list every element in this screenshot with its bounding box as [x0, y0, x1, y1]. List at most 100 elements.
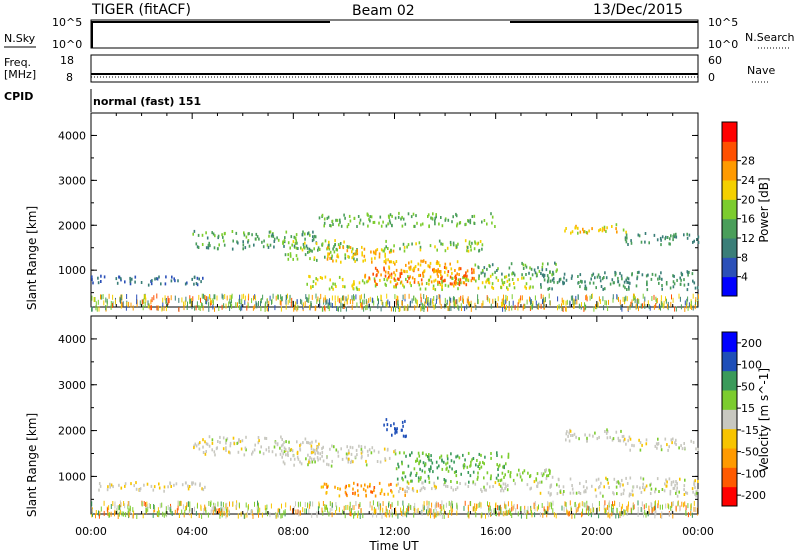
x-tick-label: 00:00: [682, 525, 714, 538]
range-cell: [383, 266, 385, 270]
range-cell: [229, 294, 231, 300]
range-cell: [505, 504, 507, 510]
range-cell: [297, 457, 300, 461]
range-cell: [366, 212, 369, 216]
range-cell: [364, 489, 367, 493]
range-cell: [665, 296, 666, 302]
range-cell: [335, 285, 337, 288]
range-cell: [204, 505, 206, 511]
range-cell: [369, 482, 371, 486]
range-cell: [205, 507, 207, 513]
range-cell: [626, 505, 628, 511]
range-cell: [427, 511, 429, 517]
range-cell: [671, 501, 673, 507]
range-cell: [578, 281, 580, 284]
range-cell: [130, 482, 132, 486]
range-cell: [378, 255, 381, 259]
range-cell: [481, 281, 484, 285]
range-cell: [279, 452, 282, 456]
range-cell: [361, 251, 363, 255]
range-cell: [307, 297, 309, 303]
range-cell: [354, 455, 357, 459]
range-cell: [372, 221, 375, 224]
range-cell: [427, 264, 429, 268]
range-cell: [484, 272, 486, 276]
range-cell: [158, 482, 160, 486]
date-title: 13/Dec/2015: [593, 2, 683, 18]
range-cell: [205, 450, 207, 453]
range-cell: [229, 451, 231, 455]
range-cell: [686, 300, 688, 306]
range-cell: [400, 217, 402, 221]
range-cell: [409, 473, 412, 477]
range-cell: [467, 504, 469, 510]
range-cell: [645, 503, 647, 509]
range-cell: [608, 486, 610, 489]
range-cell: [675, 489, 678, 493]
range-cell: [536, 304, 538, 310]
range-cell: [387, 492, 389, 496]
range-cell: [626, 510, 628, 516]
range-cell: [446, 273, 449, 277]
range-cell: [398, 451, 401, 455]
range-cell: [153, 485, 156, 489]
range-cell: [312, 448, 315, 452]
range-cell: [447, 270, 450, 274]
range-cell: [294, 236, 297, 240]
range-cell: [129, 280, 132, 284]
range-cell: [487, 501, 488, 507]
range-cell: [695, 494, 697, 498]
range-cell: [324, 504, 326, 510]
range-cell: [351, 250, 353, 254]
range-cell: [675, 438, 677, 442]
colorbar-tick-label: 15: [741, 402, 755, 415]
range-cell: [110, 304, 112, 310]
range-cell: [125, 305, 127, 311]
range-cell: [586, 436, 588, 440]
range-cell: [578, 437, 580, 441]
range-cell: [413, 266, 416, 270]
range-cell: [457, 282, 459, 285]
range-cell: [323, 221, 326, 225]
range-cell: [355, 448, 358, 452]
range-cell: [328, 299, 330, 305]
range-cell: [450, 306, 452, 311]
range-cell: [319, 276, 322, 279]
range-cell: [125, 512, 127, 518]
range-cell: [585, 480, 587, 484]
y-tick-label: 4000: [58, 333, 86, 346]
range-cell: [650, 502, 652, 507]
range-cell: [444, 270, 446, 274]
range-cell: [427, 297, 429, 303]
range-cell: [418, 241, 421, 245]
range-cell: [642, 477, 645, 481]
range-cell: [459, 278, 462, 282]
range-cell: [422, 259, 424, 263]
range-cell: [522, 276, 525, 280]
range-cell: [396, 430, 398, 434]
range-cell: [317, 296, 319, 302]
range-cell: [638, 298, 640, 304]
range-cell: [331, 303, 333, 308]
range-cell: [472, 506, 474, 512]
range-cell: [444, 218, 447, 222]
range-cell: [625, 240, 628, 244]
range-cell: [431, 461, 434, 465]
range-cell: [617, 436, 620, 440]
range-cell: [128, 512, 130, 518]
range-cell: [376, 512, 378, 518]
range-cell: [557, 477, 560, 481]
range-cell: [690, 504, 692, 510]
range-cell: [192, 232, 194, 236]
range-cell: [290, 457, 292, 461]
range-cell: [420, 476, 422, 480]
range-cell: [466, 298, 468, 304]
range-cell: [378, 221, 380, 225]
range-cell: [361, 279, 364, 283]
range-cell: [337, 243, 340, 247]
range-cell: [542, 512, 544, 518]
range-cell: [356, 225, 358, 228]
range-cell: [198, 277, 200, 281]
range-cell: [388, 275, 390, 279]
range-cell: [329, 256, 331, 260]
